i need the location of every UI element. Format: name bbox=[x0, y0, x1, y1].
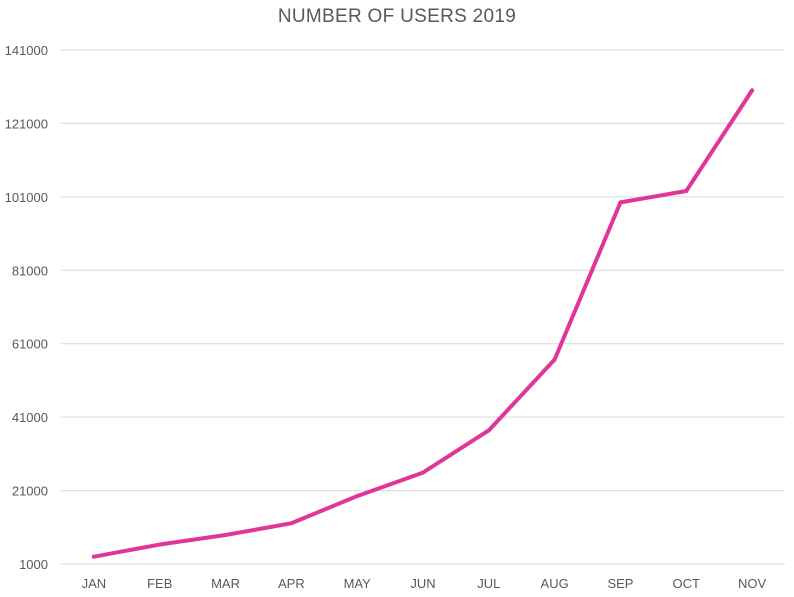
data-point bbox=[223, 532, 228, 537]
x-tick-label: NOV bbox=[738, 576, 767, 591]
x-tick-label: SEP bbox=[607, 576, 633, 591]
data-point bbox=[684, 188, 689, 193]
x-tick-label: MAY bbox=[344, 576, 372, 591]
x-tick-label: AUG bbox=[541, 576, 569, 591]
y-tick-label: 121000 bbox=[5, 116, 48, 131]
data-point bbox=[486, 428, 491, 433]
data-point bbox=[618, 200, 623, 205]
y-tick-label: 61000 bbox=[12, 337, 48, 352]
data-point bbox=[157, 542, 162, 547]
x-tick-label: MAR bbox=[211, 576, 240, 591]
x-tick-label: FEB bbox=[147, 576, 172, 591]
y-tick-label: 81000 bbox=[12, 263, 48, 278]
data-point bbox=[91, 554, 96, 559]
x-tick-label: JUL bbox=[477, 576, 500, 591]
x-tick-label: JAN bbox=[82, 576, 107, 591]
y-tick-label: 141000 bbox=[5, 43, 48, 58]
data-point bbox=[355, 494, 360, 499]
data-point bbox=[289, 521, 294, 526]
y-tick-label: 41000 bbox=[12, 410, 48, 425]
series-line bbox=[91, 88, 755, 559]
y-tick-label: 1000 bbox=[19, 557, 48, 572]
data-point bbox=[421, 470, 425, 475]
x-tick-label: APR bbox=[278, 576, 305, 591]
x-tick-label: JUN bbox=[410, 576, 435, 591]
data-point bbox=[750, 88, 755, 93]
y-tick-label: 21000 bbox=[12, 484, 48, 499]
chart-title: NUMBER OF USERS 2019 bbox=[277, 6, 517, 27]
data-point bbox=[552, 357, 557, 362]
x-tick-label: OCT bbox=[673, 576, 701, 591]
y-tick-label: 101000 bbox=[5, 190, 48, 205]
